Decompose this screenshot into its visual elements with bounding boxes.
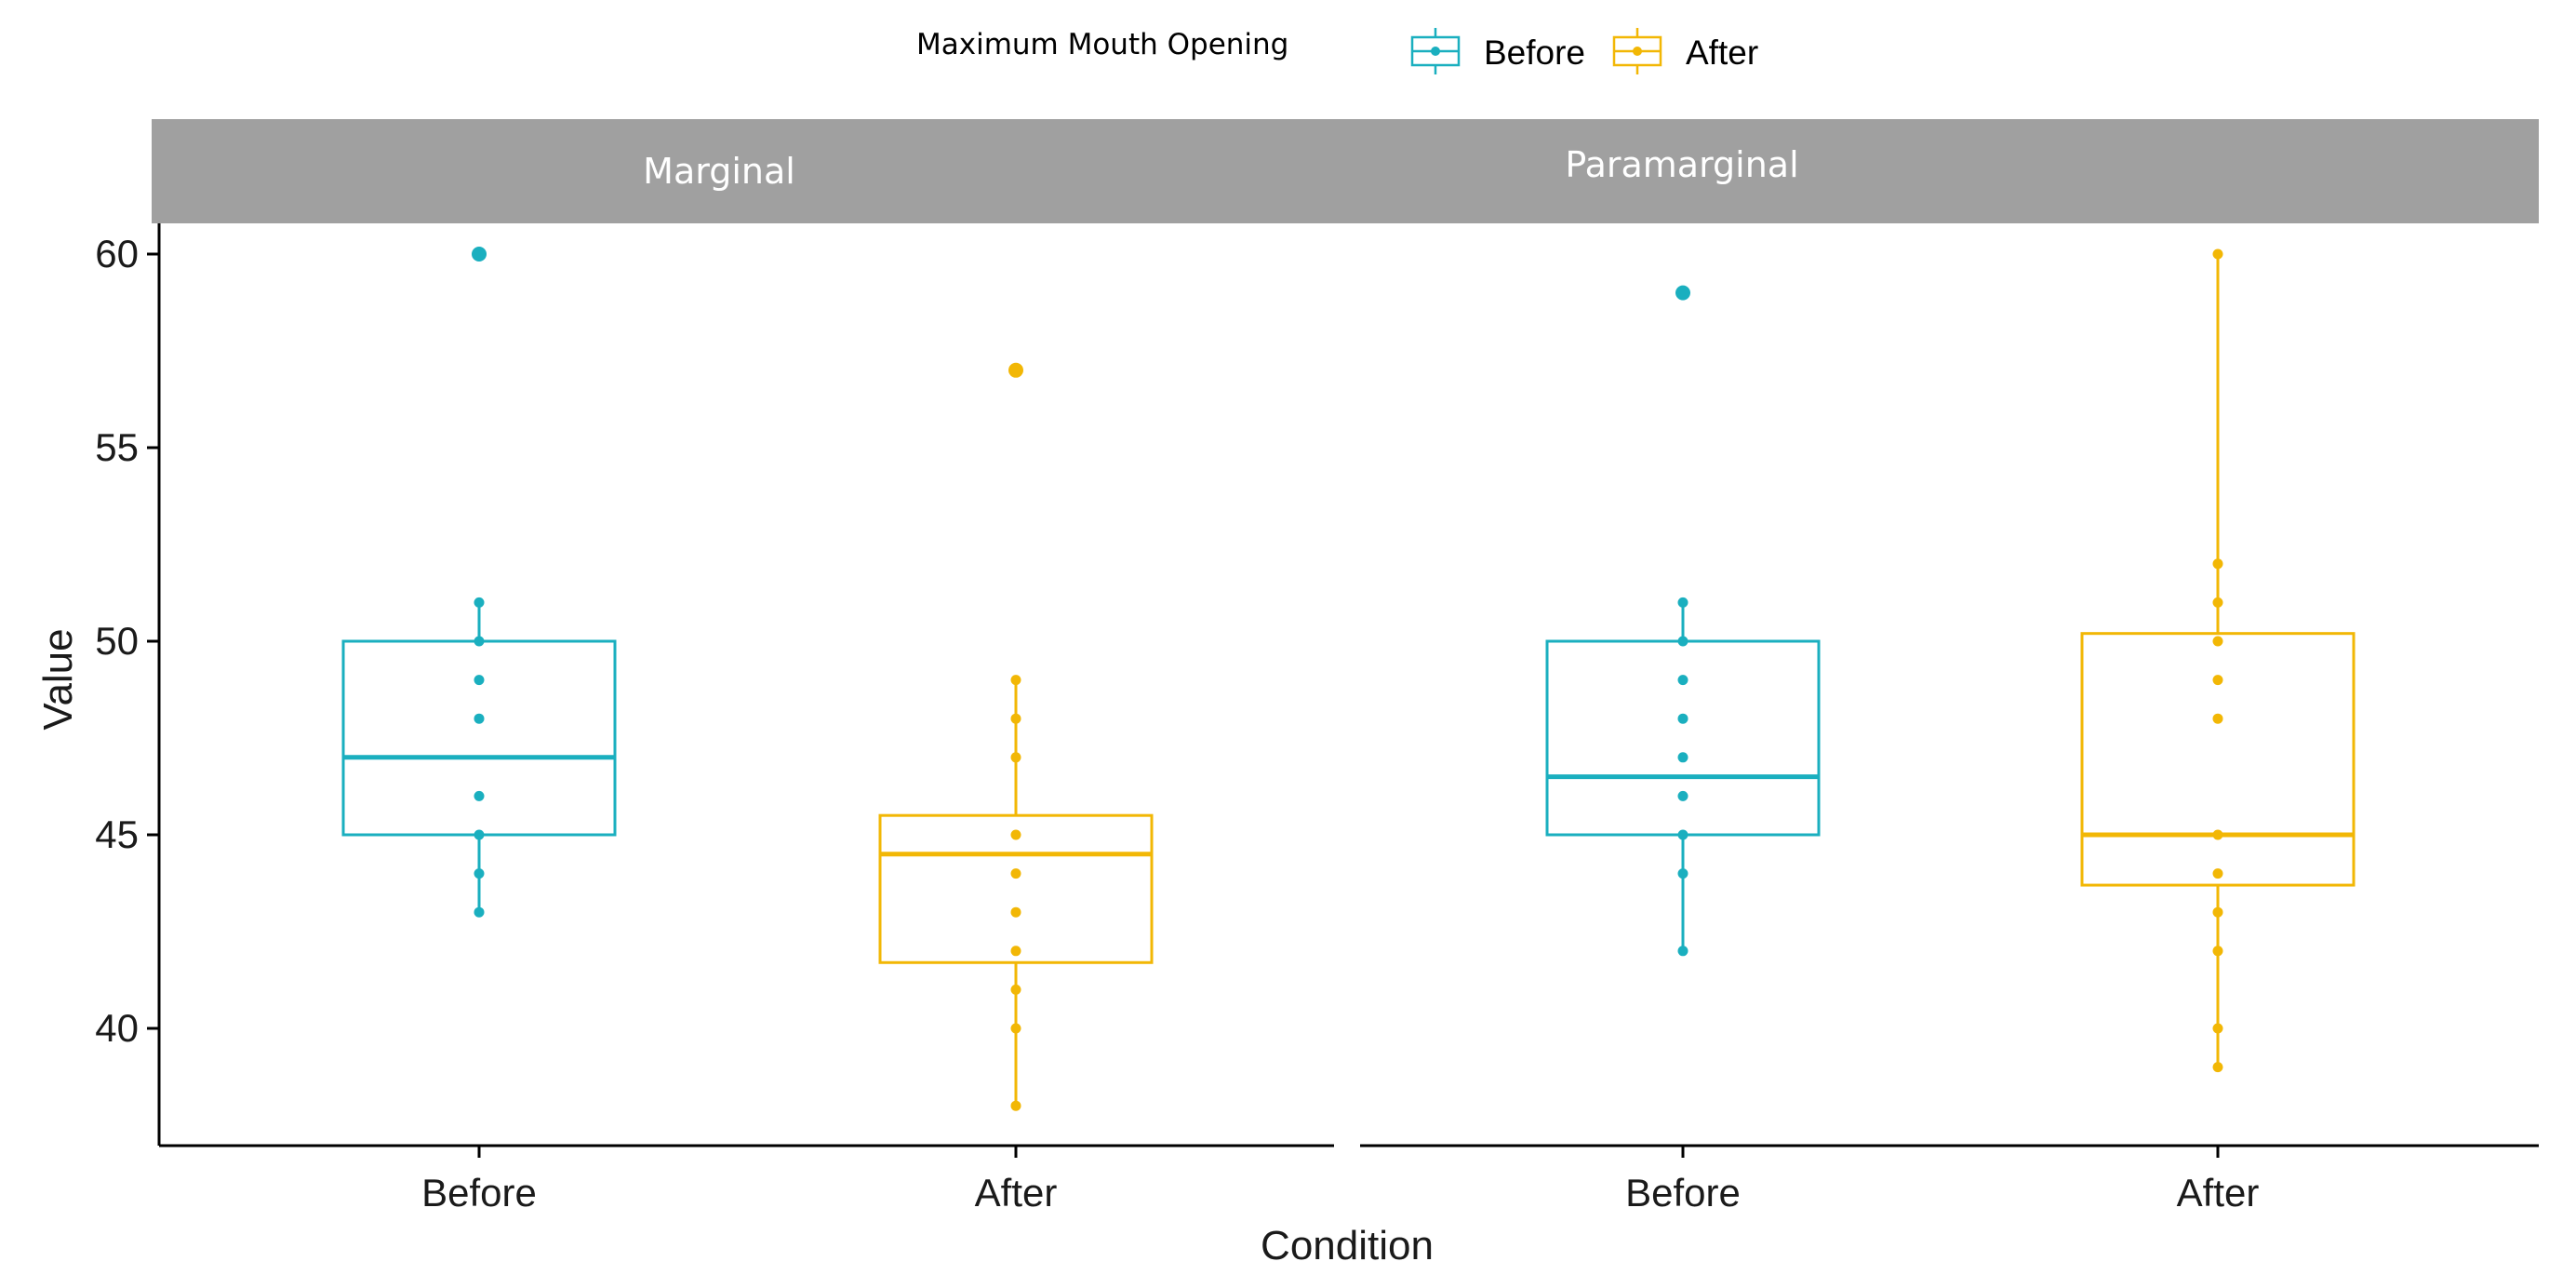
iqr-box <box>1545 639 1821 837</box>
legend-key-point <box>1431 47 1440 56</box>
data-point <box>474 713 485 724</box>
data-point <box>1677 752 1688 763</box>
box-marginal-after <box>878 362 1154 1111</box>
data-point <box>1010 906 1021 918</box>
data-point <box>1010 675 1021 686</box>
y-axis-ticks: 40 45 50 55 60 <box>95 232 159 1050</box>
outlier-point <box>472 247 487 262</box>
y-tick-label: 55 <box>95 425 139 469</box>
data-point <box>1677 597 1688 608</box>
legend-key-before <box>1410 28 1461 74</box>
data-point <box>2212 636 2223 647</box>
data-point <box>474 829 485 840</box>
iqr-box <box>341 639 617 837</box>
y-axis: 40 45 50 55 60 <box>95 223 161 1146</box>
legend: Maximum Mouth Opening Before After <box>916 28 1758 74</box>
data-point <box>1677 675 1688 686</box>
outlier-point <box>1675 285 1690 301</box>
data-point <box>1677 946 1688 957</box>
iqr-box <box>878 813 1154 964</box>
x-tick-label: After <box>2177 1171 2260 1215</box>
data-point <box>2212 248 2223 260</box>
facet-panel-marginal: Before After <box>341 247 1154 1215</box>
data-point <box>2212 868 2223 879</box>
x-axis-title: Condition <box>1261 1223 1434 1268</box>
data-point <box>1677 790 1688 801</box>
data-point <box>1677 713 1688 724</box>
legend-key-point <box>1633 47 1642 56</box>
legend-label-after: After <box>1686 34 1758 72</box>
data-point <box>2212 558 2223 570</box>
data-point <box>1010 713 1021 724</box>
box-paramarginal-before <box>1545 285 1821 957</box>
data-point <box>1010 1100 1021 1111</box>
data-point <box>2212 906 2223 918</box>
box-paramarginal-after <box>2080 248 2356 1073</box>
y-tick-label: 50 <box>95 619 139 663</box>
data-point <box>1677 829 1688 840</box>
legend-key-after <box>1612 28 1662 74</box>
x-tick-label: Before <box>1625 1171 1741 1215</box>
iqr-box <box>2080 632 2356 887</box>
box-marginal-before <box>341 247 617 918</box>
data-point <box>474 790 485 801</box>
data-point <box>2212 675 2223 686</box>
data-point <box>474 906 485 918</box>
x-tick-label: After <box>975 1171 1058 1215</box>
outlier-point <box>1008 362 1023 378</box>
legend-label-before: Before <box>1484 34 1585 72</box>
x-tick-label: Before <box>421 1171 537 1215</box>
facet-strip-label-paramarginal: Paramarginal <box>1565 144 1798 185</box>
data-point <box>2212 1062 2223 1073</box>
data-point <box>1010 829 1021 840</box>
data-point <box>474 868 485 879</box>
data-point <box>1010 1023 1021 1034</box>
data-point <box>1677 868 1688 879</box>
facet-panel-paramarginal: Before After <box>1545 248 2356 1215</box>
data-point <box>474 675 485 686</box>
facet-strip-marginal <box>152 119 1309 223</box>
y-tick-label: 45 <box>95 812 139 856</box>
data-point <box>474 636 485 647</box>
data-point <box>1677 636 1688 647</box>
data-point <box>1010 752 1021 763</box>
data-point <box>1010 868 1021 879</box>
data-point <box>2212 597 2223 608</box>
y-tick-label: 60 <box>95 232 139 275</box>
data-point <box>2212 946 2223 957</box>
facet-strip-paramarginal <box>1309 119 2539 223</box>
data-point <box>2212 713 2223 724</box>
data-point <box>2212 829 2223 840</box>
data-point <box>474 597 485 608</box>
y-tick-label: 40 <box>95 1006 139 1050</box>
facet-strip-label-marginal: Marginal <box>643 151 795 192</box>
data-point <box>1010 946 1021 957</box>
data-point <box>2212 1023 2223 1034</box>
legend-title: Maximum Mouth Opening <box>916 28 1288 61</box>
data-point <box>1010 984 1021 995</box>
y-axis-title: Value <box>35 628 81 730</box>
